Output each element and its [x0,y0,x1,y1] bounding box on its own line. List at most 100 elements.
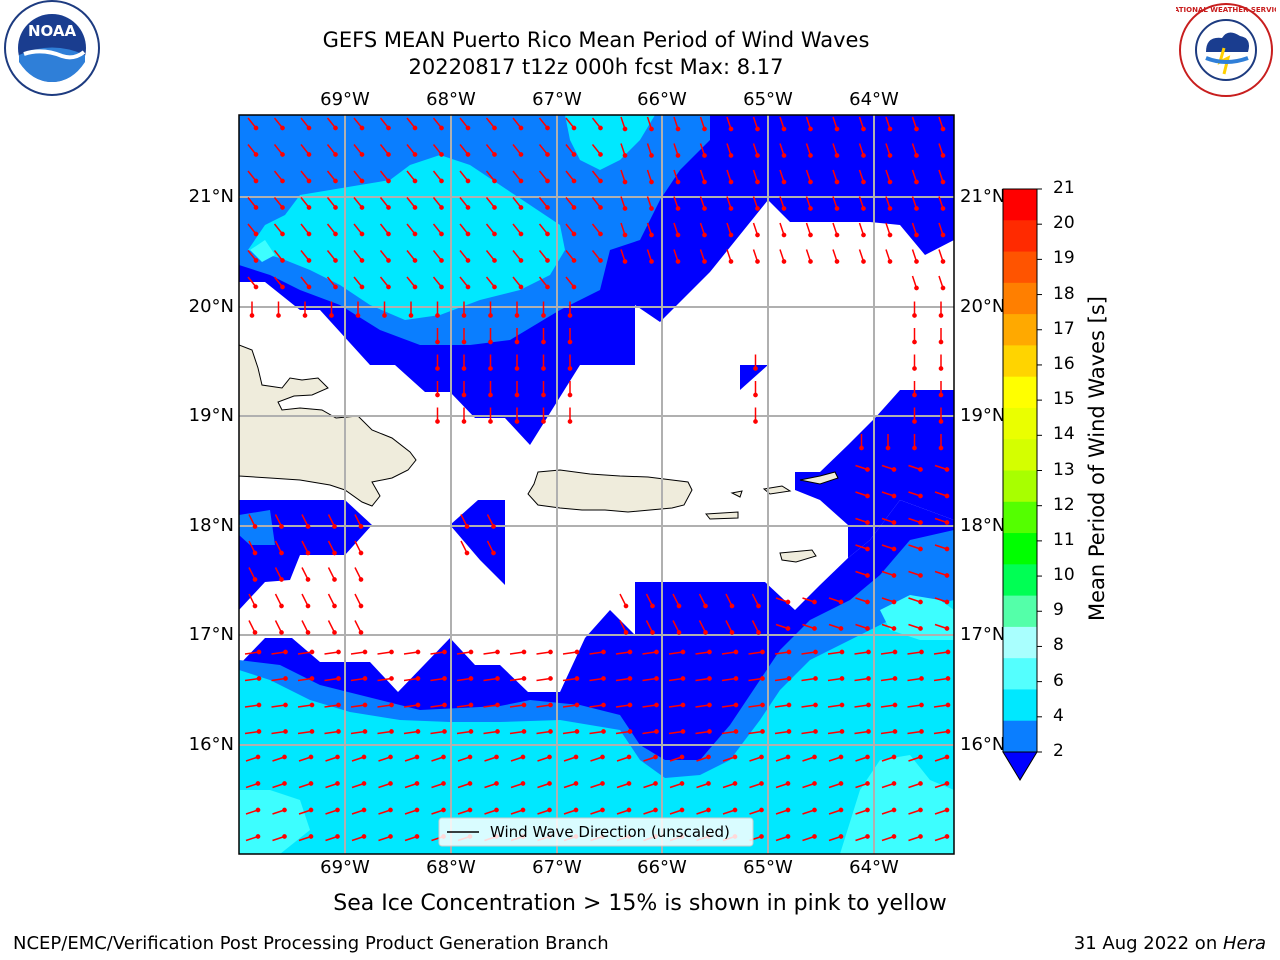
lon-label-top: 65°W [743,89,793,110]
wave-arrow-head [707,649,712,655]
wave-arrow-head [386,152,391,157]
wave-arrow [642,704,657,708]
wave-arrow-head [361,781,367,786]
wave-arrow-head [919,702,924,708]
wave-arrow-head [389,729,394,734]
wave-arrow-head [465,178,471,184]
wave-arrow-head [813,729,818,734]
colorbar-tick-label: 6 [1053,670,1064,691]
wave-arrow-head [914,285,919,291]
wave-arrow-head [600,754,605,760]
wave-arrow-head [545,152,550,157]
wave-arrow-head [627,729,633,734]
wave-arrow [536,730,551,735]
wave-arrow-head [386,178,391,184]
wave-arrow-head [359,258,365,263]
colorbar-block [1003,626,1037,659]
wave-arrow [642,677,657,682]
wave-arrow-head [781,206,787,211]
wave-arrow-head [808,179,813,185]
wave-arrow-head [309,702,315,708]
wave-arrow [642,651,657,655]
wave-arrow-head [919,729,924,734]
colorbar-tick-label: 17 [1053,318,1075,339]
wave-arrow [748,651,763,655]
wave-arrow-head [753,419,758,424]
wave-arrow-head [573,781,579,786]
wave-arrow [244,677,260,682]
wave-arrow-head [756,603,761,609]
wave-arrow-head [680,729,686,734]
wave-arrow-head [650,603,655,609]
wave-arrow-head [649,153,654,158]
wave-arrow-head [919,649,924,655]
wave-arrow-head [280,125,285,131]
wave-arrow-head [938,445,944,451]
wave-arrow-head [601,649,606,655]
wave-arrow-head [439,205,444,210]
colorbar-block [1003,658,1037,690]
wave-arrow-head [945,676,951,681]
wave-arrow-head [332,524,337,529]
wave-arrow-head [891,626,897,631]
wave-arrow-head [279,524,284,529]
wave-arrow-head [306,152,312,157]
wave-arrow-head [280,258,285,263]
wave-arrow-head [571,125,577,131]
wave-arrow-head [548,676,553,681]
wave-arrow-head [308,781,314,786]
wave-arrow-head [336,729,341,734]
wave-arrow [350,730,366,735]
wave-arrow-head [865,834,870,839]
wave-arrow-head [918,781,923,786]
wave-arrow-head [627,676,633,681]
wave-arrow-head [468,676,474,681]
wave-arrow-head [598,152,603,157]
wave-arrow-head [333,205,338,210]
wave-arrow-head [755,153,760,158]
wave-arrow [907,677,922,682]
colorbar-tick-label: 2 [1053,741,1064,761]
wave-arrow [377,704,392,708]
wave-arrow-head [834,179,840,185]
wave-arrow [907,651,922,655]
wave-arrow-head [492,152,497,157]
wave-arrow-head [838,599,844,605]
wave-arrow [801,704,816,708]
wave-arrow-head [760,702,765,708]
wave-arrow-head [467,754,473,760]
wave-arrow-head [702,153,707,158]
wave-arrow [589,677,604,682]
lon-label-bottom: 69°W [320,857,370,878]
wave-arrow [244,730,260,735]
wave-arrow-head [649,259,654,264]
wave-arrow [297,730,313,735]
wave-arrow-head [520,807,526,813]
wave-arrow [483,730,498,735]
wave-arrow-head [938,419,944,424]
wave-arrow-head [728,232,734,238]
wave-arrow-head [435,419,440,424]
wave-arrow-head [940,179,946,185]
wave-arrow-head [839,702,845,708]
wave-arrow-head [461,366,467,371]
wave-arrow-head [388,834,393,839]
wave-arrow-head [280,284,285,290]
wave-arrow-head [785,807,791,813]
wave-arrow-head [439,284,444,290]
wave-arrow-head [914,126,919,132]
wave-arrow-head [514,339,520,345]
colorbar-tick-label: 10 [1053,565,1075,586]
wave-arrow-head [305,630,311,635]
wave-arrow-head [306,258,312,263]
wave-arrow-head [912,313,917,318]
wave-arrow-head [518,125,524,131]
wave-arrow [271,677,286,682]
colorbar-tick-label: 19 [1053,248,1075,269]
wave-arrow-head [756,630,761,635]
wave-arrow-head [335,834,340,839]
wave-arrow-head [891,493,897,499]
wave-arrow-head [623,630,629,635]
wave-arrow-head [464,550,470,556]
wave-arrow-head [755,179,760,185]
